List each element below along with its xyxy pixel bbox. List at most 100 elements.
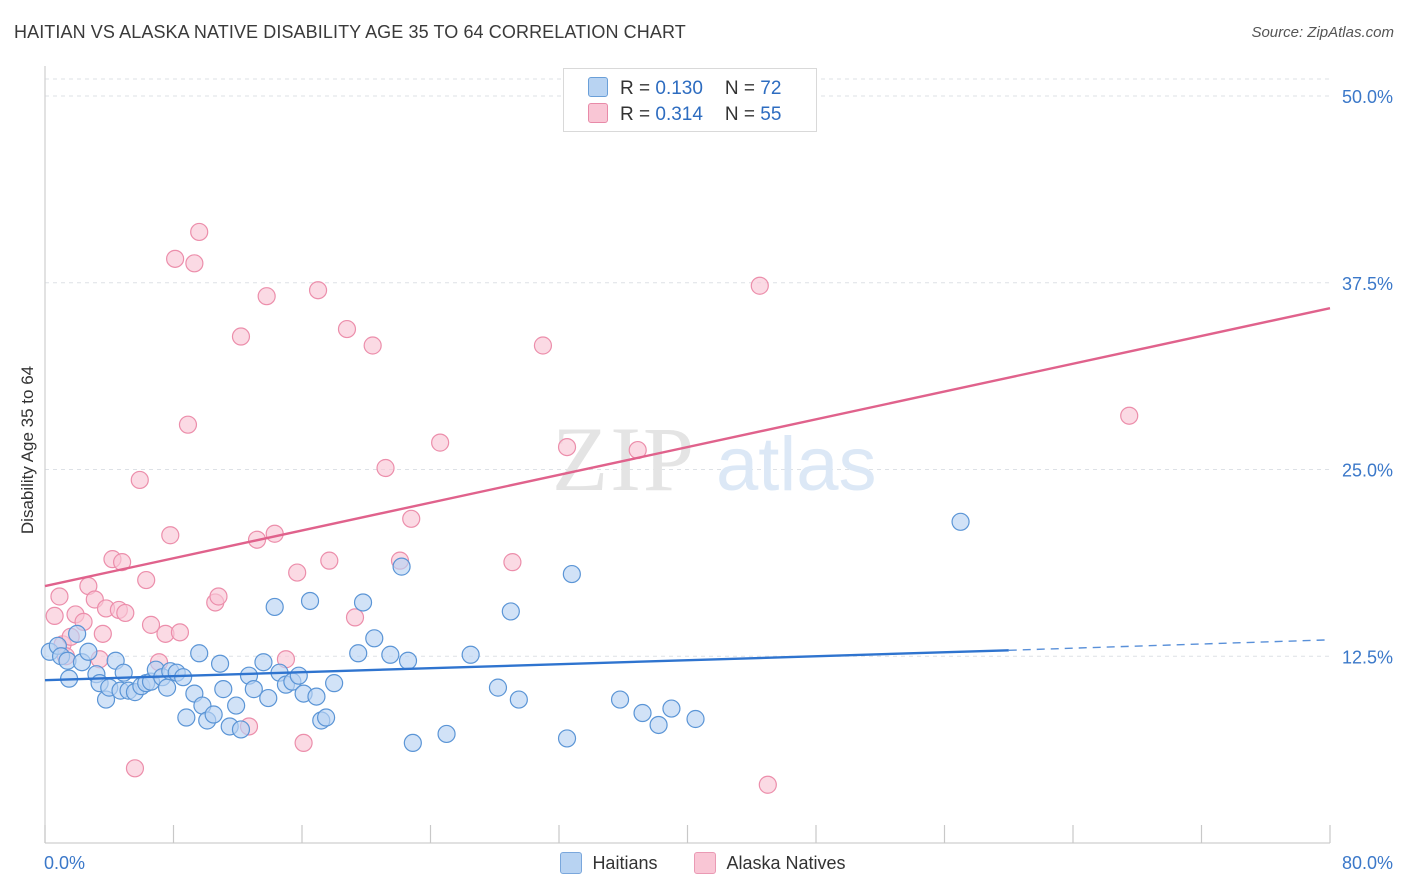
alaska-natives-point [112, 553, 132, 572]
source-credit: Source: ZipAtlas.com [1251, 24, 1394, 41]
haitians-point [210, 654, 230, 673]
legend-swatch-alaska-natives [588, 103, 608, 123]
alaska-natives-point [50, 587, 69, 606]
haitians-point [204, 705, 223, 724]
alaska-natives-point [363, 336, 382, 355]
stats-legend: R = 0.130 N = 72 R = 0.314 N = 55 [563, 68, 817, 132]
haitians-point [437, 724, 456, 744]
haitians-point [259, 688, 278, 708]
y-tick-label: 12.5% [1342, 647, 1393, 667]
legend-item-haitians: Haitians [560, 852, 657, 874]
haitians-point [325, 674, 344, 693]
haitians-point [403, 733, 422, 753]
y-tick-label: 50.0% [1342, 87, 1393, 107]
alaska-natives-point [288, 563, 307, 582]
legend-label-haitians: Haitians [592, 852, 658, 873]
alaska-natives-point [503, 553, 522, 572]
legend-n-value-alaska-natives: 55 [760, 104, 782, 125]
haitians-point [461, 645, 480, 664]
haitians-point [398, 651, 418, 670]
haitians-point [381, 645, 400, 664]
trend-lines [44, 306, 1331, 682]
alaska-natives-point [190, 222, 209, 242]
haitians-point [157, 678, 177, 697]
alaska-natives-point [170, 623, 190, 642]
series-legend: Haitians Alaska Natives [0, 852, 1406, 879]
haitians-point [951, 512, 970, 531]
haitians-point [231, 720, 251, 739]
legend-label-alaska-natives: Alaska Natives [726, 852, 846, 873]
legend-n-label: N = [724, 104, 761, 125]
legend-n-label: N = [724, 78, 761, 99]
alaska-natives-point [345, 608, 365, 627]
alaska-natives-point [141, 615, 161, 634]
haitians-point [509, 690, 528, 709]
haitians-point [316, 708, 336, 727]
alaska-natives-point [1120, 406, 1139, 425]
haitians-point [177, 708, 196, 727]
alaska-natives-point [265, 524, 284, 543]
alaska-natives-point [758, 775, 777, 794]
alaska-natives-point [93, 624, 112, 643]
haitians-point [501, 602, 520, 621]
haitians-point [353, 593, 373, 612]
legend-row-alaska-natives: R = 0.314 N = 55 [588, 103, 781, 127]
haitians-point [392, 557, 411, 576]
alaska-natives-point [431, 433, 450, 452]
haitians-point [190, 644, 209, 663]
legend-swatch-haitians [588, 77, 608, 97]
alaska-natives-point [116, 603, 135, 623]
chart-title: HAITIAN VS ALASKA NATIVE DISABILITY AGE … [14, 22, 686, 42]
alaska-natives-point [337, 319, 357, 339]
haitians-point [610, 690, 630, 709]
haitians-point [662, 699, 681, 718]
alaska-natives-point [45, 606, 64, 626]
alaska-natives-point [750, 276, 769, 295]
alaska-natives-point [533, 336, 553, 355]
alaska-natives-point [178, 415, 198, 434]
alaska-natives-point [294, 733, 313, 753]
alaska-natives-point [320, 551, 339, 570]
haitians-point [227, 696, 246, 715]
haitians-point [265, 597, 284, 617]
legend-r-value-alaska-natives: 0.314 [655, 104, 703, 125]
alaska-natives-trend-line [44, 306, 1331, 588]
haitians-point [686, 709, 705, 729]
haitians-point [307, 687, 326, 706]
alaska-natives-point [308, 281, 328, 300]
alaska-natives-point [231, 327, 251, 346]
axes [44, 66, 1331, 844]
alaska-natives-point [125, 759, 145, 778]
x-tick-labels: 0.0% 80.0% [44, 853, 1393, 873]
haitians-point [254, 653, 273, 672]
y-axis-label-container: Disability Age 35 to 64 [16, 60, 40, 840]
legend-n-value-haitians: 72 [760, 78, 782, 99]
legend-row-haitians: R = 0.130 N = 72 [588, 77, 781, 101]
haitians-point [349, 644, 368, 663]
alaska-natives-point [402, 509, 421, 528]
haitians-point [79, 642, 98, 661]
y-axis-label: Disability Age 35 to 64 [18, 365, 37, 535]
watermark-zip: ZIP [552, 408, 696, 510]
legend-swatch-alaska-natives [694, 852, 717, 874]
haitians-trend-extension [1008, 639, 1331, 651]
haitians-point [488, 678, 508, 697]
haitians-point [633, 703, 652, 723]
haitians-point [300, 591, 320, 611]
alaska-natives-point [161, 526, 180, 545]
haitians-point [214, 680, 233, 699]
haitians-point [244, 680, 263, 699]
y-tick-label: 37.5% [1342, 274, 1393, 294]
haitians-point [289, 666, 308, 685]
legend-r-label: R = [620, 104, 656, 125]
alaska-natives-point [185, 254, 204, 273]
legend-r-label: R = [620, 78, 656, 99]
y-tick-label: 25.0% [1342, 461, 1393, 481]
haitians-point [68, 624, 87, 643]
haitians-point [649, 715, 668, 735]
alaska-natives-point [376, 458, 395, 478]
alaska-natives-point [257, 287, 276, 306]
haitians-trend-line [44, 649, 1009, 682]
alaska-natives-point [137, 570, 156, 590]
